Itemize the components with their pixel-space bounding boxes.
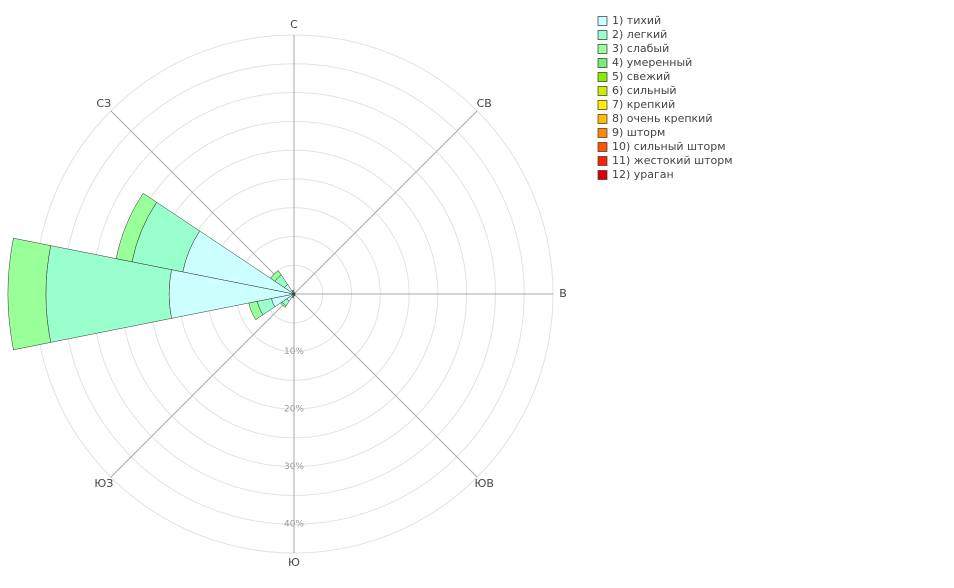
r-tick-label: 30% — [284, 462, 304, 472]
legend-swatch — [597, 114, 608, 124]
legend-label: 2) легкий — [612, 28, 667, 41]
legend-label: 4) умеренный — [612, 56, 692, 69]
wedge — [270, 270, 282, 282]
legend-swatch — [597, 72, 608, 82]
legend-label: 5) свежий — [612, 70, 670, 83]
direction-label: В — [559, 287, 567, 300]
legend-swatch — [597, 170, 608, 180]
legend-swatch — [597, 58, 608, 68]
r-tick-label: 40% — [284, 520, 304, 530]
legend-label: 1) тихий — [612, 14, 661, 27]
wedge — [7, 237, 51, 351]
legend-label: 12) ураган — [612, 168, 674, 181]
legend-swatch — [597, 30, 608, 40]
legend-swatch — [597, 44, 608, 54]
legend-swatch — [597, 16, 608, 26]
legend-swatch — [597, 86, 608, 96]
r-tick-label: 10% — [284, 347, 304, 357]
legend-label: 9) шторм — [612, 126, 665, 139]
spoke — [110, 293, 295, 478]
wedge — [115, 192, 158, 263]
spoke — [293, 110, 478, 295]
direction-label: С — [290, 18, 298, 31]
legend-swatch — [597, 100, 608, 110]
legend-label: 7) крепкий — [612, 98, 675, 111]
direction-label: Ю — [288, 556, 300, 569]
direction-label: ЮВ — [475, 477, 494, 490]
spoke — [110, 110, 295, 295]
spoke — [293, 293, 478, 478]
direction-label: СВ — [477, 97, 492, 110]
direction-label: СЗ — [96, 97, 111, 110]
legend-swatch — [597, 142, 608, 152]
legend-label: 6) сильный — [612, 84, 677, 97]
legend-swatch — [597, 156, 608, 166]
legend-label: 10) сильный шторм — [612, 140, 726, 153]
legend-label: 8) очень крепкий — [612, 112, 712, 125]
legend-label: 3) слабый — [612, 42, 669, 55]
legend-swatch — [597, 128, 608, 138]
direction-label: ЮЗ — [94, 477, 113, 490]
wedge — [291, 289, 294, 292]
r-tick-label: 20% — [284, 405, 304, 415]
legend-label: 11) жестокий шторм — [612, 154, 733, 167]
